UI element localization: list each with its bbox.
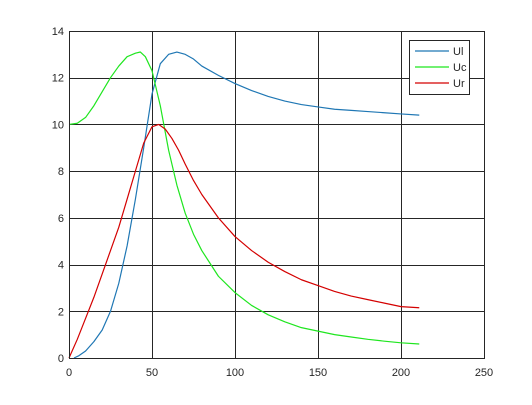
y-tick-label: 2	[58, 306, 64, 318]
series-line-ur	[68, 123, 420, 359]
y-tick-label: 4	[58, 260, 64, 272]
series-layer	[68, 51, 420, 359]
y-tick-label: 8	[58, 166, 64, 178]
x-tick-label: 100	[226, 367, 244, 379]
legend-label-ul: Ul	[453, 46, 463, 58]
x-tick-label: 200	[392, 367, 410, 379]
y-tick-label: 0	[58, 353, 64, 365]
y-tick-label: 6	[58, 213, 64, 225]
x-tick-label: 50	[146, 367, 158, 379]
legend-label-ur: Ur	[453, 78, 465, 90]
x-tick-label: 250	[475, 367, 493, 379]
x-tick-label: 150	[309, 367, 327, 379]
y-tick-label: 12	[52, 73, 64, 85]
legend-label-uc: Uc	[453, 62, 467, 74]
plot-frame	[69, 31, 485, 359]
series-line-ul	[73, 51, 420, 359]
x-axis: 0 50 100 150 200 250	[66, 367, 493, 379]
y-tick-label: 10	[52, 119, 64, 131]
series-line-uc	[68, 51, 420, 345]
legend: Ul Uc Ur	[409, 40, 470, 95]
y-axis: 0 2 4 6 8 10 12 14	[52, 26, 64, 365]
x-tick-label: 0	[66, 367, 72, 379]
y-tick-label: 14	[52, 26, 64, 38]
